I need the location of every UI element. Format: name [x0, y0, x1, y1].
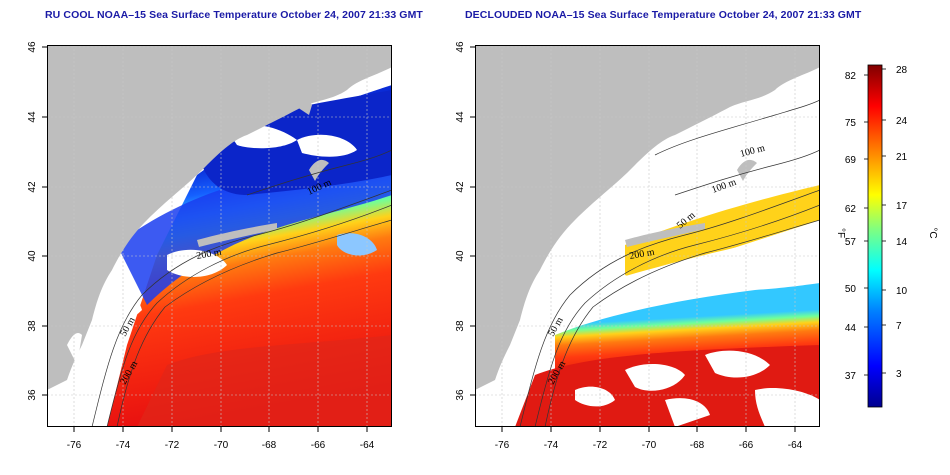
- lat-tick: 46: [27, 41, 38, 53]
- fahrenheit-tick: 50: [845, 284, 857, 295]
- lon-tick: -66: [311, 440, 326, 451]
- fahrenheit-tick: 62: [845, 204, 857, 215]
- lat-tick: 36: [455, 389, 466, 401]
- lon-tick: -64: [788, 440, 803, 451]
- lon-tick: -70: [642, 440, 657, 451]
- celsius-tick: 28: [896, 65, 908, 76]
- lon-tick: -76: [67, 440, 82, 451]
- lat-tick: 38: [455, 320, 466, 332]
- celsius-tick: 17: [896, 201, 908, 212]
- celsius-tick: 3: [896, 369, 902, 380]
- fahrenheit-tick: 44: [845, 323, 857, 334]
- celsius-tick: 14: [896, 237, 908, 248]
- right-map-title: DECLOUDED NOAA–15 Sea Surface Temperatur…: [465, 9, 862, 21]
- lon-tick: -70: [214, 440, 229, 451]
- celsius-tick: 10: [896, 286, 908, 297]
- lat-tick: 40: [27, 250, 38, 262]
- colorbar-gradient: [867, 64, 883, 408]
- celsius-tick: 21: [896, 152, 908, 163]
- lon-tick: -76: [495, 440, 510, 451]
- fahrenheit-tick: 82: [845, 71, 857, 82]
- left-map-title: RU COOL NOAA–15 Sea Surface Temperature …: [45, 9, 423, 21]
- lon-tick: -64: [360, 440, 375, 451]
- celsius-tick: 24: [896, 116, 908, 127]
- contour-label-200m: 200 m: [196, 247, 223, 262]
- fahrenheit-axis-label: °F: [835, 228, 846, 238]
- lat-tick: 46: [455, 41, 466, 53]
- sst-map-raw: -76 -74 -72 -70 -68 -66 -64 46 44 42 40 …: [27, 41, 392, 451]
- fahrenheit-tick: 69: [845, 155, 857, 166]
- lat-tick: 42: [455, 181, 466, 193]
- sst-map-declouded: -76 -74 -72 -70 -68 -66 -64 46 44 42 40 …: [455, 41, 820, 451]
- lat-tick: 44: [27, 111, 38, 123]
- lon-tick: -68: [262, 440, 277, 451]
- temperature-colorbar: 82 75 69 62 57 50 44 37 28 24 21 17 14 1…: [820, 55, 945, 425]
- lat-tick: 36: [27, 389, 38, 401]
- lat-tick: 38: [27, 320, 38, 332]
- lon-tick: -72: [593, 440, 608, 451]
- lat-tick: 42: [27, 181, 38, 193]
- fahrenheit-tick: 37: [845, 371, 857, 382]
- celsius-tick: 7: [896, 321, 902, 332]
- lat-tick: 44: [455, 111, 466, 123]
- fahrenheit-tick: 57: [845, 237, 857, 248]
- lon-tick: -68: [690, 440, 705, 451]
- celsius-axis-label: °C: [927, 227, 938, 238]
- lon-tick: -72: [165, 440, 180, 451]
- contour-label-200m: 200 m: [629, 247, 656, 262]
- lon-tick: -74: [116, 440, 131, 451]
- lon-tick: -66: [739, 440, 754, 451]
- lat-tick: 40: [455, 250, 466, 262]
- lon-tick: -74: [544, 440, 559, 451]
- fahrenheit-tick: 75: [845, 118, 857, 129]
